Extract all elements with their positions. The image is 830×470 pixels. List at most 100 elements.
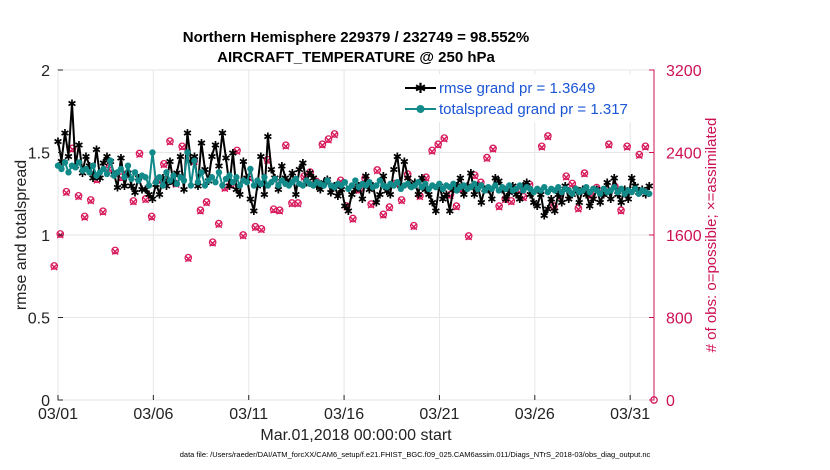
obs-possible-marker: [434, 140, 443, 149]
rmse-point: ✱: [477, 197, 486, 210]
x-tick-label: 03/21: [419, 406, 459, 423]
totalspread-point: [646, 190, 653, 197]
obs-assimilated-marker: [178, 143, 186, 151]
totalspread-point: [198, 169, 205, 176]
rmse-point: ✱: [491, 172, 500, 185]
obs-assimilated-marker: [160, 161, 168, 169]
rmse-point: ✱: [232, 183, 241, 196]
totalspread-point: [128, 175, 135, 183]
rmse-point: ✱: [148, 193, 157, 206]
totalspread-point: [173, 180, 181, 188]
obs-assimilated-marker: [203, 199, 211, 207]
totalspread-point: [215, 169, 223, 176]
obs-possible-marker: [574, 204, 583, 213]
totalspread-point: [555, 183, 562, 191]
rmse-point: ✱: [274, 183, 283, 196]
obs-possible-marker: [50, 262, 59, 270]
totalspread-point: [163, 169, 170, 176]
rmse-point: ✱: [424, 188, 433, 201]
rmse-point: ✱: [88, 172, 97, 185]
rmse-point: ✱: [452, 180, 461, 193]
rmse-point: ✱: [417, 172, 426, 185]
obs-assimilated-marker: [507, 198, 515, 206]
rmse-point: ✱: [603, 177, 612, 190]
obs-assimilated-marker: [81, 213, 89, 221]
rmse-point: ✱: [158, 172, 167, 185]
totalspread-point: [156, 174, 163, 181]
obs-assimilated-marker: [111, 248, 119, 255]
rmse-point: ✱: [197, 137, 206, 150]
obs-assimilated-marker: [605, 141, 613, 149]
rmse-point: ✱: [512, 188, 521, 201]
rmse-point: ✱: [53, 135, 62, 148]
rmse-point: ✱: [564, 193, 573, 206]
rmse-point: ✱: [123, 167, 132, 180]
obs-assimilated-marker: [489, 145, 497, 153]
legend-rmse-marker: ✱: [415, 81, 427, 97]
rmse-point: ✱: [326, 187, 335, 200]
rmse-point: ✱: [81, 150, 90, 163]
totalspread-point: [436, 180, 443, 188]
totalspread-point: [212, 179, 219, 186]
rmse-point: ✱: [620, 183, 629, 196]
rmse-point: ✱: [386, 188, 395, 201]
obs-assimilated-marker: [562, 173, 570, 181]
obs-assimilated-marker: [544, 133, 552, 141]
rmse-point: ✱: [599, 188, 608, 201]
y-left-tick-label: 0.5: [28, 311, 50, 328]
obs-possible-marker: [580, 169, 589, 177]
obs-possible-marker: [367, 200, 375, 208]
obs-possible-marker: [294, 199, 302, 207]
obs-possible-marker: [409, 221, 418, 230]
rmse-point: ✱: [585, 200, 594, 213]
obs-assimilated-marker: [233, 147, 241, 155]
obs-assimilated-marker: [251, 224, 259, 232]
obs-possible-marker: [129, 197, 138, 205]
obs-assimilated-marker: [398, 197, 406, 205]
totalspread-point: [61, 159, 69, 166]
obs-possible-marker: [385, 203, 394, 212]
rmse-point: ✱: [487, 193, 496, 206]
obs-assimilated-marker: [196, 207, 204, 215]
obs-possible-marker: [397, 196, 406, 204]
obs-possible-marker: [166, 137, 174, 146]
rmse-point: ✱: [365, 183, 374, 196]
rmse-point: ✱: [316, 183, 325, 196]
totalspread-point: [243, 179, 251, 186]
rmse-point: ✱: [263, 131, 272, 144]
rmse-point: ✱: [218, 127, 227, 140]
totalspread-point: [478, 182, 485, 189]
obs-possible-marker: [641, 142, 650, 151]
rmse-point: ✱: [529, 197, 538, 210]
obs-possible-marker: [74, 191, 83, 200]
totalspread-point: [89, 162, 97, 169]
obs-assimilated-marker: [623, 143, 631, 151]
rmse-point: ✱: [375, 188, 384, 201]
rmse-point: ✱: [372, 197, 381, 210]
rmse-point: ✱: [333, 190, 342, 203]
totalspread-point: [236, 182, 244, 189]
rmse-point: ✱: [246, 193, 255, 206]
obs-possible-marker: [208, 238, 217, 247]
legend-spread-marker: [416, 105, 425, 113]
rmse-point: ✱: [428, 197, 437, 210]
rmse-point: ✱: [456, 172, 465, 185]
obs-assimilated-marker: [184, 255, 192, 263]
rmse-point: ✱: [85, 160, 94, 173]
totalspread-point: [184, 149, 191, 156]
obs-assimilated-marker: [410, 223, 418, 231]
totalspread-point: [506, 182, 513, 189]
obs-assimilated-marker: [580, 170, 588, 178]
obs-possible-marker: [135, 149, 144, 158]
rmse-point: ✱: [543, 203, 552, 216]
rmse-point: ✱: [382, 185, 391, 198]
rmse-point: ✱: [190, 150, 199, 163]
rmse-point: ✱: [610, 172, 619, 185]
totalspread-point: [152, 179, 160, 186]
y-left-axis-label: rmse and totalspread: [13, 160, 30, 310]
totalspread-point: [341, 179, 349, 186]
obs-assimilated-marker: [574, 205, 582, 213]
obs-assimilated-marker: [483, 155, 491, 163]
rmse-point: ✱: [235, 188, 244, 201]
rmse-point: ✱: [186, 155, 195, 168]
